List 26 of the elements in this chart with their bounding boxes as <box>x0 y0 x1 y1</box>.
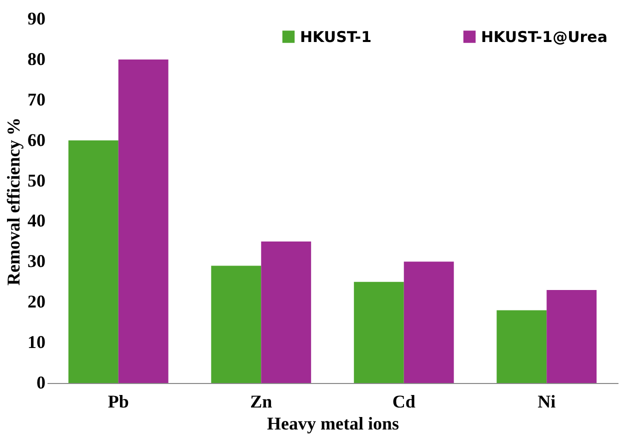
legend-label: HKUST-1@Urea <box>481 28 608 46</box>
bar <box>496 310 547 383</box>
bar <box>404 262 454 383</box>
x-tick-label: Pb <box>108 392 129 412</box>
bar <box>68 140 118 383</box>
y-tick-label: 40 <box>28 210 46 231</box>
legend-label: HKUST-1 <box>300 28 372 46</box>
x-tick-label: Ni <box>538 392 556 412</box>
y-tick-label: 20 <box>28 292 46 312</box>
y-tick-label: 50 <box>28 170 46 190</box>
y-tick-label: 0 <box>36 372 46 392</box>
x-tick-label: Zn <box>250 392 272 412</box>
x-axis-title: Heavy metal ions <box>267 414 399 434</box>
bar <box>118 59 168 383</box>
bar <box>211 266 262 383</box>
y-tick-label: 60 <box>28 130 46 150</box>
y-tick-label: 70 <box>28 89 46 110</box>
bar <box>354 282 404 383</box>
bar <box>546 290 597 383</box>
y-tick-label: 80 <box>28 48 46 69</box>
y-tick-label: 10 <box>28 332 46 352</box>
y-tick-label: 90 <box>28 8 46 28</box>
x-tick-label: Cd <box>392 392 416 412</box>
y-tick-label: 30 <box>28 251 46 272</box>
bar <box>261 241 312 383</box>
y-axis-title: Removal efficiency % <box>4 118 24 286</box>
